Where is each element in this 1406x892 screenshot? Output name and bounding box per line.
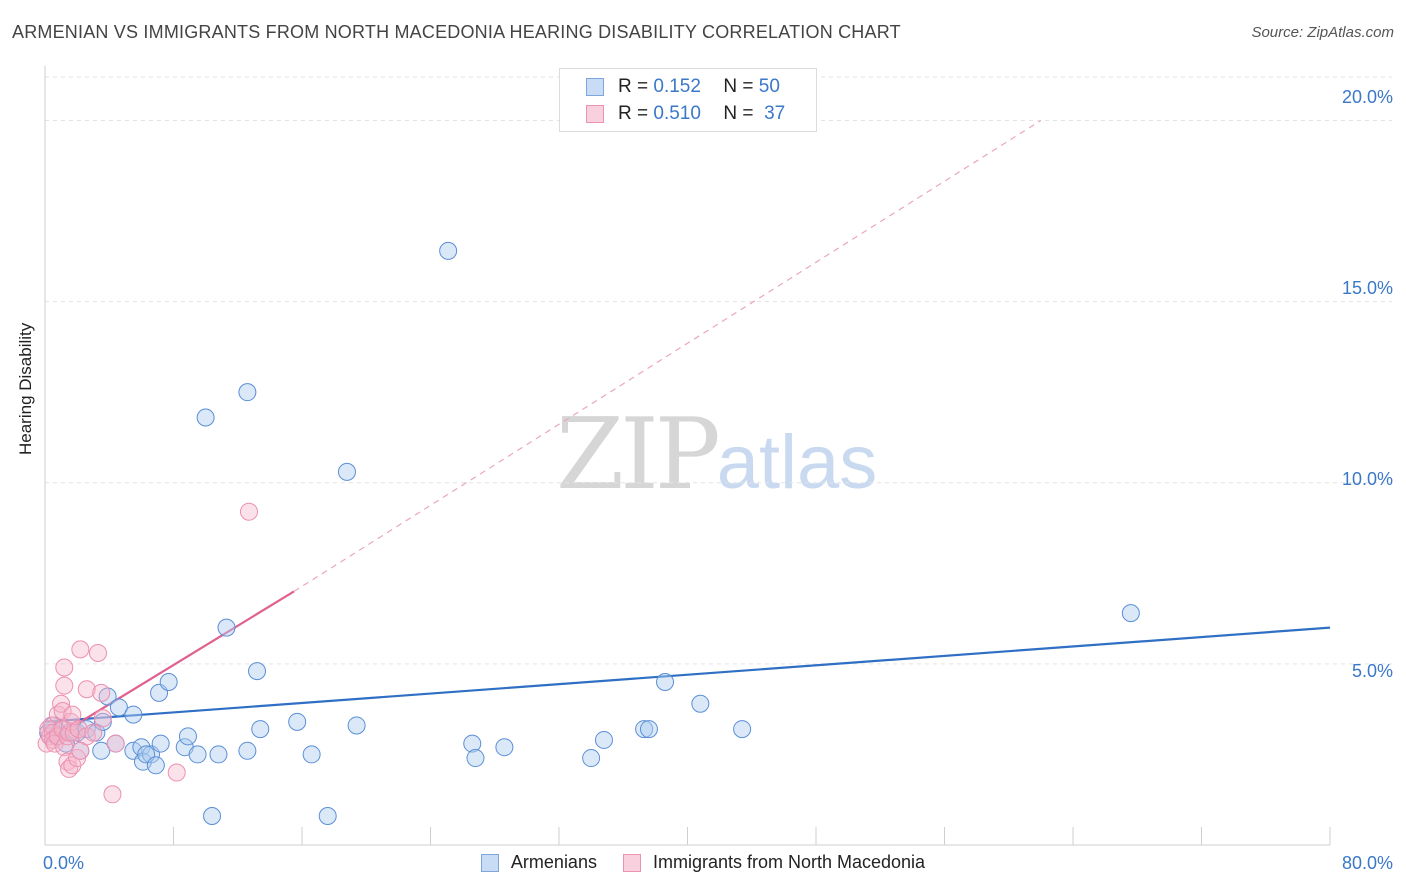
data-point-armenians bbox=[146, 756, 165, 775]
data-point-armenians bbox=[109, 698, 128, 717]
data-point-armenians bbox=[159, 672, 178, 691]
y-tick-label: 15.0% bbox=[1341, 278, 1393, 298]
legend-swatch-pink bbox=[622, 853, 641, 872]
data-point-armenians bbox=[733, 720, 752, 739]
data-point-armenians bbox=[196, 408, 215, 427]
data-point-armenians bbox=[151, 734, 170, 753]
data-point-armenians bbox=[466, 749, 485, 768]
stats-legend: R = 0.152 N = 50 R = 0.510 N = 37 bbox=[559, 68, 817, 132]
data-point-armenians bbox=[188, 745, 207, 764]
data-point-armenians bbox=[217, 618, 236, 637]
data-point-armenians bbox=[92, 741, 111, 760]
legend-n-label: N = bbox=[723, 103, 754, 124]
data-point-armenians bbox=[463, 734, 482, 753]
data-point-armenians bbox=[248, 662, 267, 681]
data-point-armenians bbox=[656, 672, 675, 691]
legend-label: Immigrants from North Macedonia bbox=[652, 852, 926, 872]
data-point-north-macedonia bbox=[106, 734, 125, 753]
watermark: ZIPatlas bbox=[556, 398, 877, 512]
chart-title: ARMENIAN VS IMMIGRANTS FROM NORTH MACEDO… bbox=[12, 22, 901, 42]
data-point-north-macedonia bbox=[55, 658, 74, 677]
legend-swatch-blue bbox=[480, 853, 499, 872]
x-tick-label-min: 0.0% bbox=[43, 853, 85, 873]
data-point-north-macedonia bbox=[52, 694, 71, 713]
legend-r-value: 0.510 bbox=[653, 103, 701, 124]
gridlines bbox=[45, 76, 1392, 665]
data-point-armenians bbox=[495, 738, 514, 757]
legend-n-label: N = bbox=[723, 76, 754, 97]
legend-row-armenians: R = 0.152 N = 50 bbox=[586, 75, 780, 99]
legend-swatch-pink bbox=[586, 105, 604, 123]
legend-r-label: R = bbox=[618, 76, 649, 97]
data-point-north-macedonia bbox=[167, 763, 186, 782]
data-point-north-macedonia bbox=[103, 785, 122, 804]
legend-n-value: 37 bbox=[764, 103, 786, 124]
watermark-atlas: atlas bbox=[716, 420, 878, 505]
watermark-zip: ZIP bbox=[556, 398, 721, 512]
data-point-armenians bbox=[582, 749, 601, 768]
data-point-armenians bbox=[594, 730, 613, 749]
data-point-armenians bbox=[251, 720, 270, 739]
data-point-north-macedonia bbox=[58, 752, 77, 771]
series-legend: Armenians Immigrants from North Macedoni… bbox=[0, 852, 1406, 873]
data-point-armenians bbox=[124, 705, 143, 724]
data-point-armenians bbox=[178, 727, 197, 746]
legend-item-north-macedonia[interactable]: Immigrants from North Macedonia bbox=[622, 852, 926, 873]
data-point-armenians bbox=[635, 720, 654, 739]
data-point-armenians bbox=[691, 694, 710, 713]
data-point-north-macedonia bbox=[93, 709, 112, 728]
data-point-armenians bbox=[1121, 604, 1140, 623]
series-north-macedonia bbox=[37, 502, 258, 804]
y-axis-label: Hearing Disability bbox=[16, 322, 35, 455]
y-tick-label: 5.0% bbox=[1351, 661, 1393, 681]
legend-row-north-macedonia: R = 0.510 N = 37 bbox=[586, 102, 785, 126]
data-point-armenians bbox=[439, 241, 458, 260]
data-point-armenians bbox=[209, 745, 228, 764]
legend-n-value: 50 bbox=[758, 76, 780, 97]
data-point-armenians bbox=[288, 712, 307, 731]
data-point-armenians bbox=[347, 716, 366, 735]
data-point-north-macedonia bbox=[42, 716, 61, 735]
legend-swatch-blue bbox=[586, 78, 604, 96]
legend-label: Armenians bbox=[510, 852, 597, 872]
source-credit: Source: ZipAtlas.com bbox=[1251, 24, 1394, 41]
legend-r-label: R = bbox=[618, 103, 649, 124]
legend-item-armenians[interactable]: Armenians bbox=[480, 852, 597, 873]
data-point-armenians bbox=[318, 807, 337, 826]
data-point-north-macedonia bbox=[77, 680, 96, 699]
data-point-armenians bbox=[639, 720, 658, 739]
data-point-armenians bbox=[238, 741, 257, 760]
legend-r-value: 0.152 bbox=[653, 76, 701, 97]
data-point-armenians bbox=[337, 462, 356, 481]
series-armenians bbox=[39, 241, 1140, 826]
data-point-armenians bbox=[238, 383, 257, 402]
data-point-north-macedonia bbox=[92, 683, 111, 702]
trend-lines bbox=[44, 119, 1331, 745]
axes bbox=[44, 66, 1331, 846]
y-tick-label: 10.0% bbox=[1341, 469, 1393, 489]
data-point-armenians bbox=[302, 745, 321, 764]
data-point-north-macedonia bbox=[55, 676, 74, 695]
data-point-north-macedonia bbox=[84, 723, 103, 742]
data-point-armenians bbox=[203, 807, 222, 826]
data-point-north-macedonia bbox=[89, 644, 108, 662]
trend-line-north-macedonia-extended bbox=[293, 119, 1042, 592]
trend-line-north-macedonia bbox=[44, 590, 295, 745]
x-tick-label-max: 80.0% bbox=[1341, 853, 1393, 873]
data-point-north-macedonia bbox=[71, 640, 90, 659]
data-point-north-macedonia bbox=[239, 502, 258, 521]
y-tick-label: 20.0% bbox=[1341, 87, 1393, 107]
trend-line-armenians bbox=[44, 626, 1331, 723]
